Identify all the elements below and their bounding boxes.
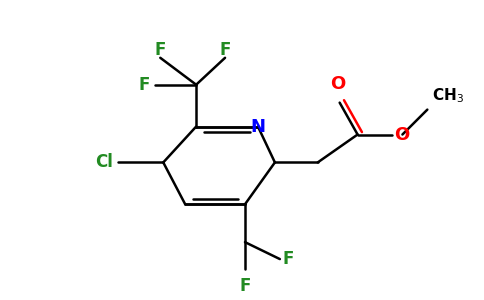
Text: N: N (250, 118, 265, 136)
Text: F: F (139, 76, 151, 94)
Text: F: F (283, 250, 294, 268)
Text: F: F (219, 41, 231, 59)
Text: O: O (394, 125, 410, 143)
Text: CH$_3$: CH$_3$ (432, 86, 464, 105)
Text: O: O (330, 75, 345, 93)
Text: F: F (154, 41, 166, 59)
Text: F: F (239, 277, 251, 295)
Text: Cl: Cl (95, 153, 113, 171)
